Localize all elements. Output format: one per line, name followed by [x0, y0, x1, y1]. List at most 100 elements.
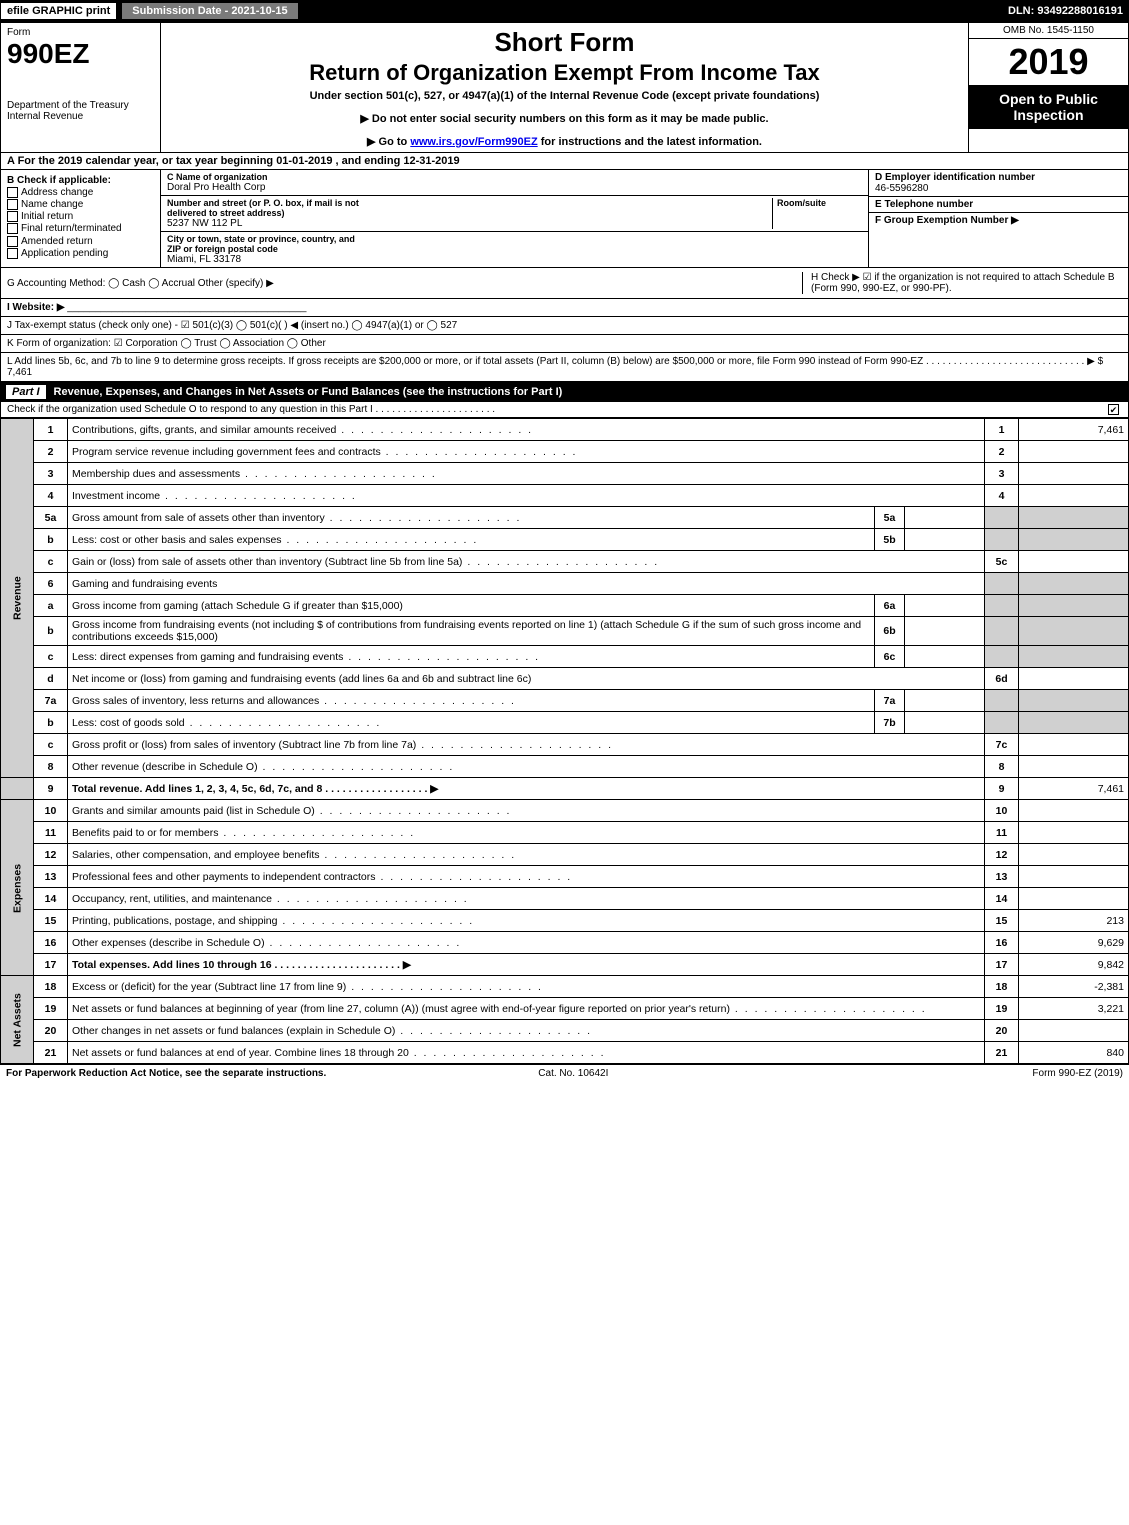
line-6b-subval	[905, 617, 985, 646]
line-5b-desc: Less: cost or other basis and sales expe…	[68, 529, 875, 551]
line-4-val	[1019, 485, 1129, 507]
line-1-desc: Contributions, gifts, grants, and simila…	[68, 419, 985, 441]
line-6-num: 6	[34, 573, 68, 595]
efile-print-button[interactable]: efile GRAPHIC print	[0, 2, 117, 20]
header-right: OMB No. 1545-1150 2019 Open to Public In…	[968, 23, 1128, 152]
schedule-o-checkbox[interactable]: ✔	[1108, 404, 1119, 415]
line-5b-shade2	[1019, 529, 1129, 551]
line-5a-subnum: 5a	[875, 507, 905, 529]
line-18-val: -2,381	[1019, 976, 1129, 998]
line-9-rnum: 9	[985, 778, 1019, 800]
phone-label: E Telephone number	[875, 199, 1122, 210]
line-5b-subval	[905, 529, 985, 551]
dln-label: DLN: 93492288016191	[1008, 5, 1129, 17]
line-6b-shade2	[1019, 617, 1129, 646]
line-19-rnum: 19	[985, 998, 1019, 1020]
line-7a-num: 7a	[34, 690, 68, 712]
line-3-val	[1019, 463, 1129, 485]
line-7a-shade	[985, 690, 1019, 712]
form-number: 990EZ	[7, 38, 154, 70]
paperwork-notice: For Paperwork Reduction Act Notice, see …	[6, 1068, 326, 1079]
line-17-desc: Total expenses. Add lines 10 through 16 …	[68, 954, 985, 976]
line-19-desc: Net assets or fund balances at beginning…	[68, 998, 985, 1020]
check-pending[interactable]: Application pending	[7, 248, 154, 259]
line-11-val	[1019, 822, 1129, 844]
line-5c-val	[1019, 551, 1129, 573]
line-8-desc: Other revenue (describe in Schedule O)	[68, 756, 985, 778]
line-21-desc: Net assets or fund balances at end of ye…	[68, 1042, 985, 1064]
schedule-o-check-text: Check if the organization used Schedule …	[7, 404, 495, 415]
line-6a-desc: Gross income from gaming (attach Schedul…	[68, 595, 875, 617]
line-6d-desc: Net income or (loss) from gaming and fun…	[68, 668, 985, 690]
line-3-desc: Membership dues and assessments	[68, 463, 985, 485]
line-11-num: 11	[34, 822, 68, 844]
line-6b-desc: Gross income from fundraising events (no…	[68, 617, 875, 646]
line-7b-desc: Less: cost of goods sold	[68, 712, 875, 734]
line-17-val: 9,842	[1019, 954, 1129, 976]
c-name-value: Doral Pro Health Corp	[167, 182, 367, 193]
street-value: 5237 NW 112 PL	[167, 218, 772, 229]
line-5a-shade	[985, 507, 1019, 529]
line-19-val: 3,221	[1019, 998, 1129, 1020]
revenue-side-label: Revenue	[1, 419, 34, 778]
line-13-val	[1019, 866, 1129, 888]
line-20-num: 20	[34, 1020, 68, 1042]
line-18-rnum: 18	[985, 976, 1019, 998]
line-10-val	[1019, 800, 1129, 822]
line-14-rnum: 14	[985, 888, 1019, 910]
line-6a-shade	[985, 595, 1019, 617]
line-7b-subval	[905, 712, 985, 734]
tax-year: 2019	[969, 39, 1128, 85]
line-21-val: 840	[1019, 1042, 1129, 1064]
line-10-rnum: 10	[985, 800, 1019, 822]
section-e: E Telephone number	[869, 197, 1128, 213]
line-21-rnum: 21	[985, 1042, 1019, 1064]
city-value: Miami, FL 33178	[167, 254, 367, 265]
line-20-rnum: 20	[985, 1020, 1019, 1042]
line-20-val	[1019, 1020, 1129, 1042]
check-final[interactable]: Final return/terminated	[7, 223, 154, 234]
line-16-num: 16	[34, 932, 68, 954]
goto-line: ▶ Go to www.irs.gov/Form990EZ for instru…	[169, 135, 960, 148]
line-7a-subval	[905, 690, 985, 712]
check-initial[interactable]: Initial return	[7, 211, 154, 222]
group-exemption-label: F Group Exemption Number ▶	[875, 215, 1122, 226]
line-6b-subnum: 6b	[875, 617, 905, 646]
line-2-val	[1019, 441, 1129, 463]
street-label: Number and street (or P. O. box, if mail…	[167, 198, 367, 218]
line-6c-shade	[985, 646, 1019, 668]
line-2-rnum: 2	[985, 441, 1019, 463]
part-1-sub: Check if the organization used Schedule …	[0, 402, 1129, 418]
check-address[interactable]: Address change	[7, 187, 154, 198]
line-5c-rnum: 5c	[985, 551, 1019, 573]
irs-link[interactable]: www.irs.gov/Form990EZ	[410, 136, 537, 148]
line-7a-subnum: 7a	[875, 690, 905, 712]
line-15-num: 15	[34, 910, 68, 932]
line-12-val	[1019, 844, 1129, 866]
line-7b-shade	[985, 712, 1019, 734]
line-18-num: 18	[34, 976, 68, 998]
line-6a-subnum: 6a	[875, 595, 905, 617]
line-10-num: 10	[34, 800, 68, 822]
line-13-rnum: 13	[985, 866, 1019, 888]
line-1-val: 7,461	[1019, 419, 1129, 441]
part-1-header: Part I Revenue, Expenses, and Changes in…	[0, 382, 1129, 402]
line-2-desc: Program service revenue including govern…	[68, 441, 985, 463]
tax-period-row: A For the 2019 calendar year, or tax yea…	[0, 153, 1129, 170]
line-2-num: 2	[34, 441, 68, 463]
line-6d-val	[1019, 668, 1129, 690]
section-b: B Check if applicable: Address change Na…	[1, 170, 161, 267]
line-9-num: 9	[34, 778, 68, 800]
check-name[interactable]: Name change	[7, 199, 154, 210]
line-6c-shade2	[1019, 646, 1129, 668]
line-13-desc: Professional fees and other payments to …	[68, 866, 985, 888]
top-bar: efile GRAPHIC print Submission Date - 20…	[0, 0, 1129, 22]
line-5b-num: b	[34, 529, 68, 551]
line-13-num: 13	[34, 866, 68, 888]
submission-date-button[interactable]: Submission Date - 2021-10-15	[121, 2, 298, 20]
line-6-shade2	[1019, 573, 1129, 595]
short-form-title: Short Form	[169, 27, 960, 58]
line-16-rnum: 16	[985, 932, 1019, 954]
check-amended[interactable]: Amended return	[7, 236, 154, 247]
line-3-rnum: 3	[985, 463, 1019, 485]
